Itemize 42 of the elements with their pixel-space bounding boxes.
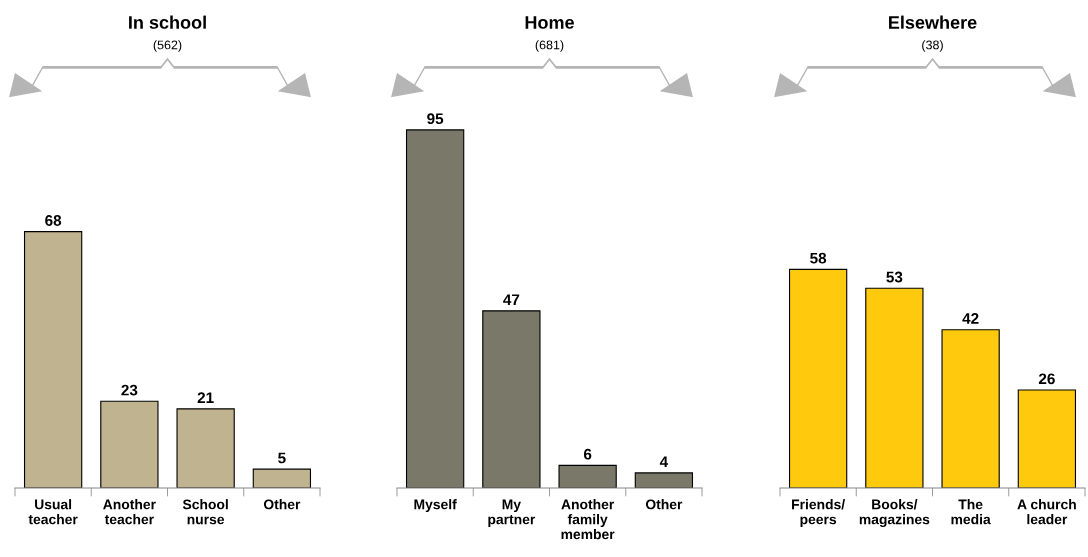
x-tick-label: School nurse — [182, 499, 228, 525]
data-label: 95 — [427, 113, 444, 125]
data-label: 42 — [962, 313, 979, 324]
chart-title: Elsewhere — [889, 15, 977, 29]
bar — [1017, 389, 1077, 488]
x-tick-label: Books/ magazines — [859, 499, 930, 528]
chart-subtitle: (38) — [922, 40, 943, 52]
x-tick-label: Another family member — [561, 499, 615, 540]
x-tick-label: Friends/ peers — [792, 499, 845, 528]
chart-title: In school — [129, 15, 206, 29]
bar — [252, 468, 312, 488]
x-tick-label: Other — [263, 499, 301, 510]
data-label: 6 — [583, 448, 592, 460]
x-tick-label: Usual teacher — [28, 499, 78, 525]
x-tick-label: The media — [951, 499, 991, 525]
data-label: 26 — [1038, 373, 1055, 385]
data-label: 4 — [659, 456, 669, 467]
bar — [634, 472, 694, 488]
bar — [100, 400, 159, 488]
bar — [176, 408, 235, 488]
data-label: 53 — [886, 271, 903, 283]
x-tick-label: Other — [645, 499, 683, 510]
chart-title: Home — [525, 16, 574, 29]
bar — [482, 310, 541, 488]
x-tick-label: My partner — [488, 499, 536, 528]
data-label: 23 — [121, 384, 138, 396]
chart-subtitle: (681) — [535, 40, 564, 52]
data-label: 47 — [503, 294, 520, 305]
bar — [865, 287, 924, 488]
x-tick-label: Another teacher — [103, 499, 156, 525]
data-label: 58 — [810, 252, 827, 264]
x-tick-label: A church leader — [1017, 499, 1076, 525]
data-label: 5 — [278, 452, 286, 464]
data-label: 21 — [197, 392, 214, 403]
bar — [23, 231, 83, 488]
bar — [788, 268, 848, 488]
bar — [405, 129, 465, 488]
data-label: 68 — [45, 215, 62, 226]
chart-subtitle: (562) — [153, 40, 182, 52]
bar — [941, 329, 1000, 488]
x-tick-label: Myself — [414, 499, 457, 513]
bar — [558, 464, 617, 488]
